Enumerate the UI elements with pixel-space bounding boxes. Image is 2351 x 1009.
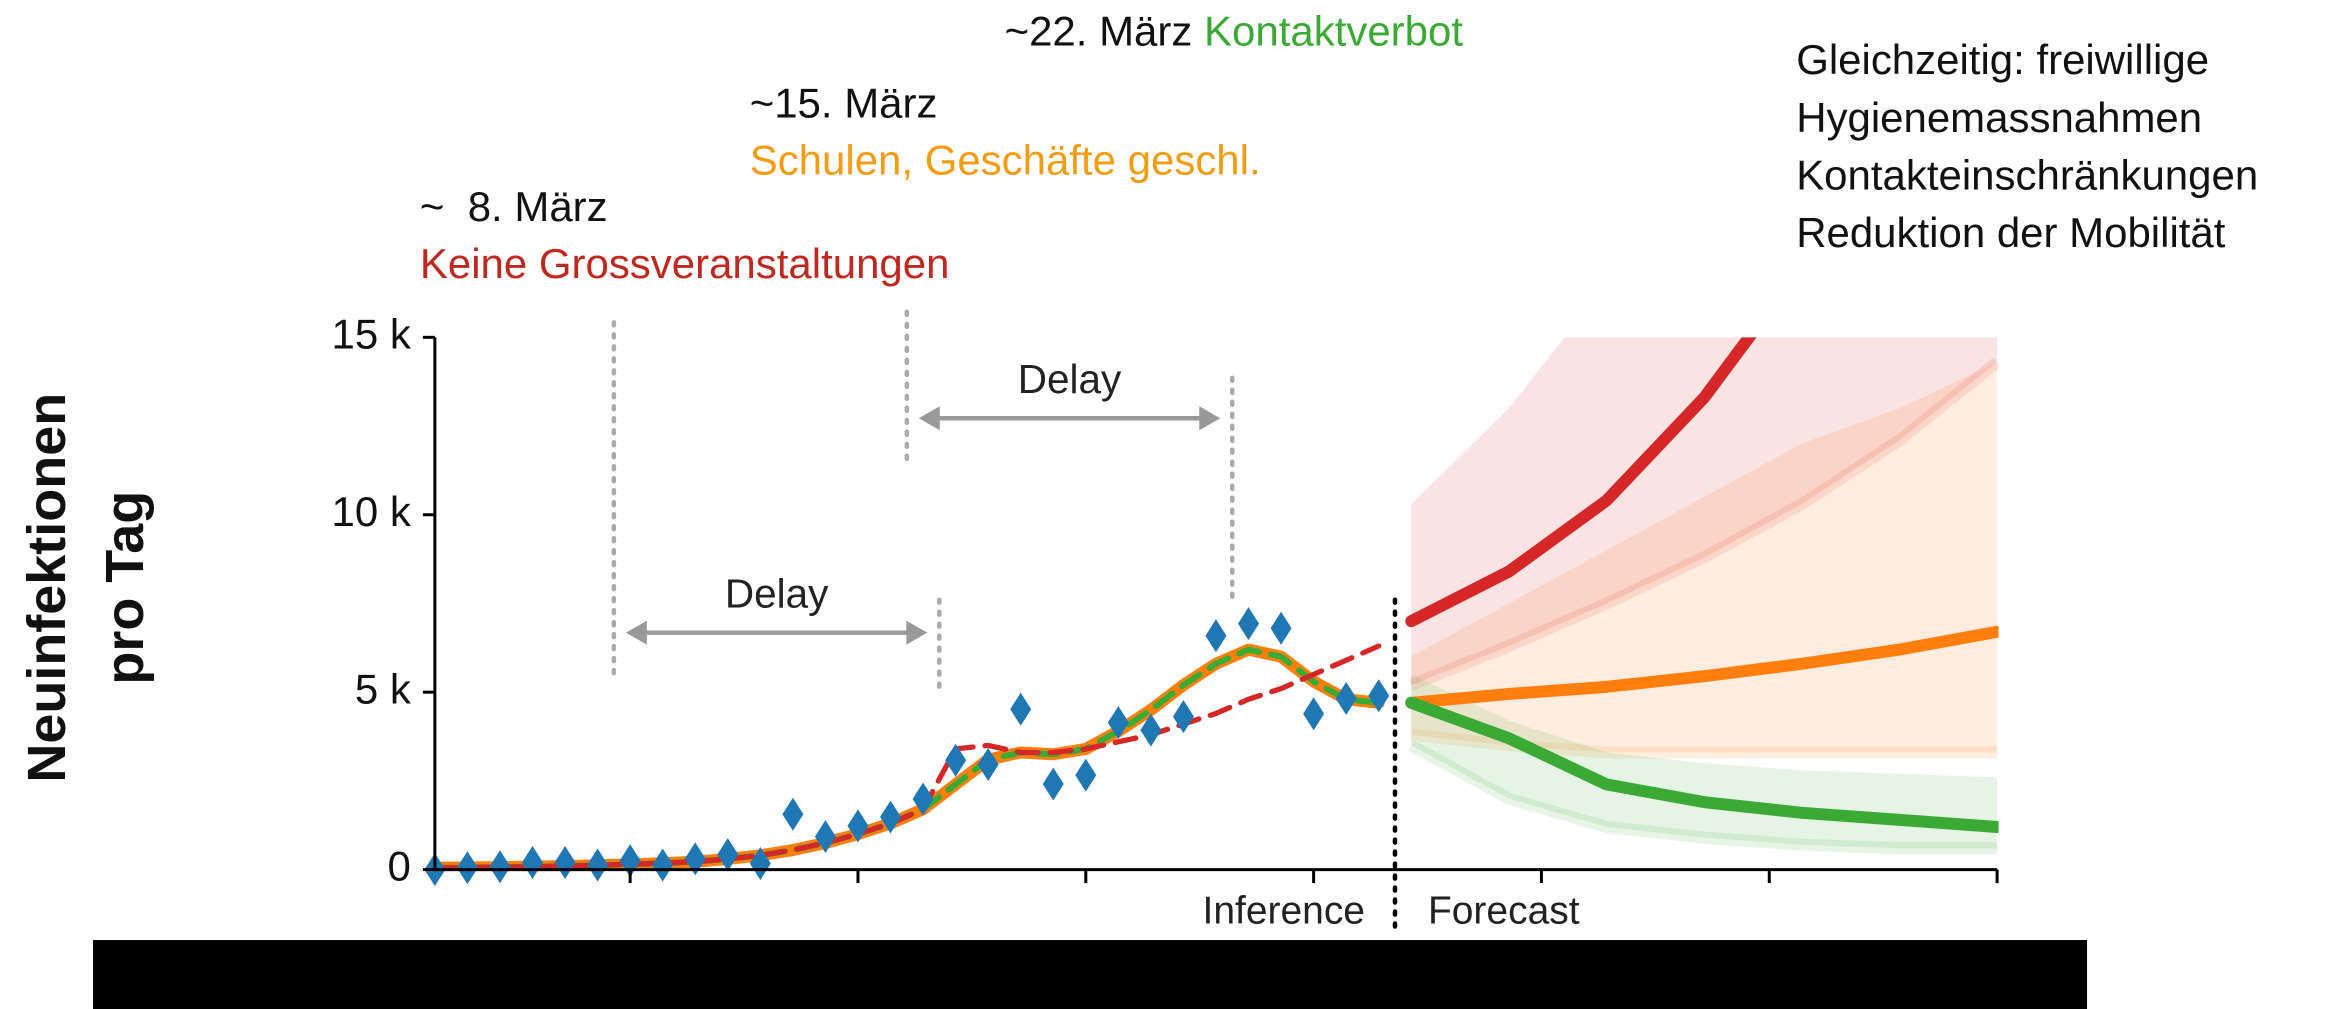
black-bar [93,940,2088,1009]
y-label-line: Neuinfektionen [17,393,77,783]
model-line [1405,337,1757,628]
forecast-band [1411,337,1998,686]
note-line: Gleichzeitig: freiwillige [1796,36,2209,83]
annotation-text: Kontaktverbot [1204,8,1463,55]
note-line: Kontakteinschränkungen [1796,152,2258,199]
observed-point [1270,611,1292,645]
note-line: Hygienemassnahmen [1796,94,2202,141]
observed-point [1075,758,1097,792]
inference-label: Inference [1203,889,1365,932]
y-axis-label: Neuinfektionen pro Tag [17,393,155,783]
observed-point [1172,700,1194,734]
model-line [1405,696,1999,833]
observed-point [587,848,609,882]
forecast-band [1411,674,1998,849]
annotation-date: ~15. März [750,80,938,127]
note-line: Reduktion der Mobilität [1796,209,2226,256]
dashed-line [434,646,1382,871]
observed-point [1042,767,1064,801]
observed-point [652,848,674,882]
dashed-line [434,643,1382,871]
observed-point [977,748,999,782]
annotation-text: Schulen, Geschäfte geschl. [750,137,1261,184]
observed-point [1140,713,1162,747]
annotation-text: Keine Grossveranstaltungen [420,240,950,287]
delay-label: Delay [725,570,829,616]
observed-point [489,850,511,884]
plot-area [434,337,1999,872]
observed-point [1303,697,1325,731]
observed-point [1335,682,1357,716]
observed-point [847,809,869,843]
y-label-line: pro Tag [95,491,155,685]
y-tick-label: 10 k [332,488,412,535]
y-tick-label: 0 [388,843,411,890]
annotation-date: ~ 8. März [420,183,608,230]
observed-point [1368,679,1390,713]
observed-point [717,838,739,872]
observed-point [522,845,544,879]
band-lower-edge [1409,357,1999,691]
model-line [1405,625,1999,709]
observed-point [912,782,934,816]
y-tick-label: 15 k [332,310,412,357]
y-tick-label: 5 k [355,665,412,712]
observed-point [554,845,576,879]
annotation-date: ~22. März [1005,8,1193,55]
observed-point [1238,607,1260,641]
band-lower-edge [1410,728,1998,759]
observed-point [1205,619,1227,653]
annotation: ~22. März Kontaktverbot [1005,8,1464,55]
observed-point [1107,706,1129,740]
observed-point [1010,692,1032,726]
observed-point [782,797,804,831]
observed-point [456,851,478,885]
model-line [434,643,1385,872]
band-lower-edge [1408,740,1998,855]
observed-point [684,842,706,876]
delay-label: Delay [1018,356,1122,402]
forecast-label: Forecast [1428,889,1580,932]
